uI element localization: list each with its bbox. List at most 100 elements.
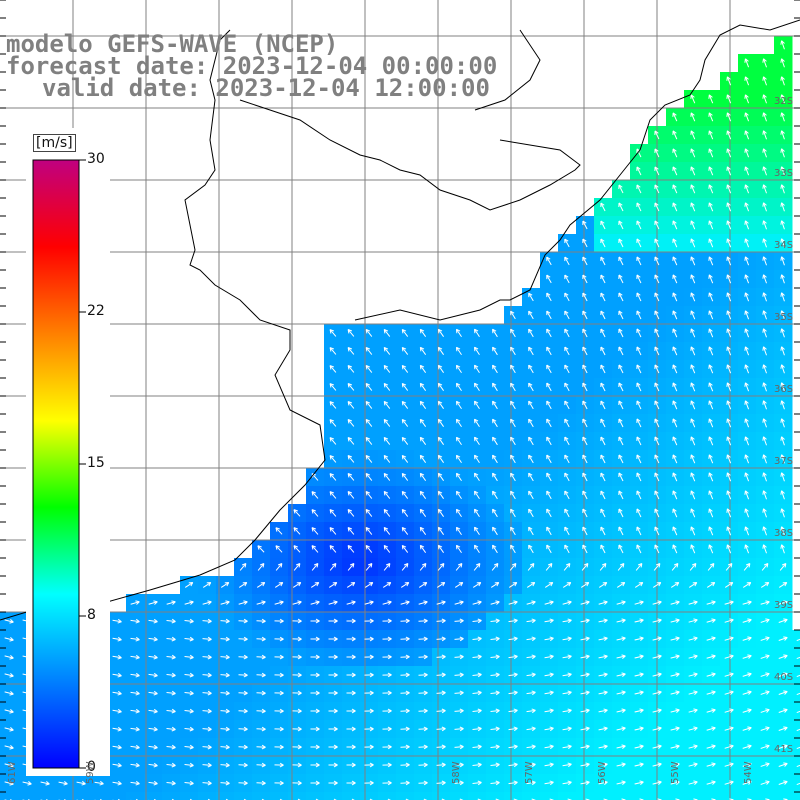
wind-arrow [690, 544, 696, 554]
wind-arrow [598, 762, 608, 768]
wind-arrow [472, 600, 482, 605]
wind-arrow [274, 708, 284, 714]
wind-arrow [508, 744, 518, 750]
wind-arrow [472, 708, 482, 714]
wind-arrow [634, 708, 644, 714]
wind-arrow [654, 490, 660, 500]
wind-speed-cell [540, 792, 559, 800]
wind-arrow [454, 690, 464, 696]
wind-arrow [419, 436, 427, 445]
wind-arrow [779, 563, 787, 571]
wind-arrow [654, 526, 660, 536]
wind-arrow [292, 780, 302, 786]
wind-arrow [546, 382, 552, 392]
wind-arrow [510, 328, 516, 338]
wind-arrow [436, 762, 446, 768]
wind-arrow [762, 256, 767, 266]
wind-arrow [292, 636, 302, 642]
wind-arrow [580, 744, 590, 750]
wind-arrow [400, 582, 410, 588]
wind-arrow [490, 636, 500, 642]
wind-arrow [454, 654, 464, 660]
wind-arrow [400, 618, 410, 624]
wind-arrow [600, 202, 606, 212]
wind-arrow [690, 238, 696, 248]
wind-arrow [546, 508, 552, 518]
wind-arrow [329, 455, 337, 463]
wind-arrow [654, 166, 660, 176]
wind-arrow [708, 292, 714, 302]
wind-arrow [528, 472, 534, 482]
wind-arrow [346, 654, 356, 660]
wind-speed-cell [144, 792, 163, 800]
wind-arrow [382, 618, 392, 624]
wind-arrow [783, 798, 788, 800]
wind-arrow [761, 563, 769, 571]
wind-arrow [599, 563, 607, 571]
wind-arrow [401, 328, 409, 337]
wind-arrow [401, 400, 409, 409]
wind-arrow [582, 526, 588, 536]
wind-arrow [347, 491, 355, 499]
wind-arrow [690, 346, 696, 356]
wind-arrow [724, 708, 734, 713]
wind-arrow [130, 672, 140, 678]
wind-speed-cell [738, 792, 757, 800]
wind-arrow [474, 508, 480, 518]
wind-arrow [564, 238, 570, 248]
wind-arrow [762, 436, 767, 446]
wind-arrow [562, 618, 572, 624]
wind-arrow [76, 780, 86, 786]
wind-arrow [364, 582, 374, 588]
wind-arrow [401, 544, 409, 553]
wind-arrow [4, 637, 14, 642]
wind-arrow [742, 708, 752, 713]
wind-arrow [293, 545, 301, 553]
wind-arrow [778, 780, 788, 785]
wind-arrow [510, 544, 516, 554]
wind-arrow [726, 220, 732, 230]
wind-arrow [618, 274, 624, 284]
wind-speed-cell [792, 666, 800, 685]
wind-arrow [490, 708, 500, 714]
wind-arrow [744, 130, 750, 140]
wind-speed-cell [324, 792, 343, 800]
wind-arrow [256, 690, 266, 696]
wind-arrow [346, 780, 356, 786]
wind-arrow [726, 256, 732, 266]
wind-arrow [636, 364, 642, 374]
wind-speed-cell [180, 792, 199, 800]
wind-arrow [383, 490, 391, 499]
wind-arrow [418, 780, 428, 786]
wind-arrow [329, 473, 337, 481]
wind-arrow [274, 726, 284, 732]
wind-arrow [634, 690, 644, 696]
wind-speed-cell [666, 792, 685, 800]
wind-arrow [582, 274, 588, 284]
wind-arrow [310, 672, 320, 678]
wind-arrow [454, 600, 464, 605]
wind-arrow [238, 708, 248, 714]
wind-arrow [672, 274, 678, 284]
wind-arrow [760, 726, 770, 731]
wind-arrow [528, 364, 534, 374]
wind-arrow [508, 708, 518, 714]
wind-arrow [328, 654, 338, 660]
wind-arrow [724, 600, 734, 605]
wind-arrow [528, 490, 534, 500]
wind-arrow [796, 692, 800, 696]
wind-arrow [744, 364, 750, 374]
wind-arrow [256, 780, 266, 786]
wind-arrow [455, 400, 462, 410]
wind-arrow [760, 708, 770, 713]
wind-arrow [544, 636, 554, 642]
wind-arrow [311, 509, 319, 517]
wind-arrow [436, 744, 446, 750]
wind-arrow [598, 744, 608, 750]
wind-arrow [184, 654, 194, 660]
wind-arrow [726, 94, 732, 104]
wind-arrow [708, 418, 714, 428]
wind-arrow [688, 780, 698, 785]
wind-arrow [329, 329, 337, 337]
wind-arrow [726, 274, 732, 284]
